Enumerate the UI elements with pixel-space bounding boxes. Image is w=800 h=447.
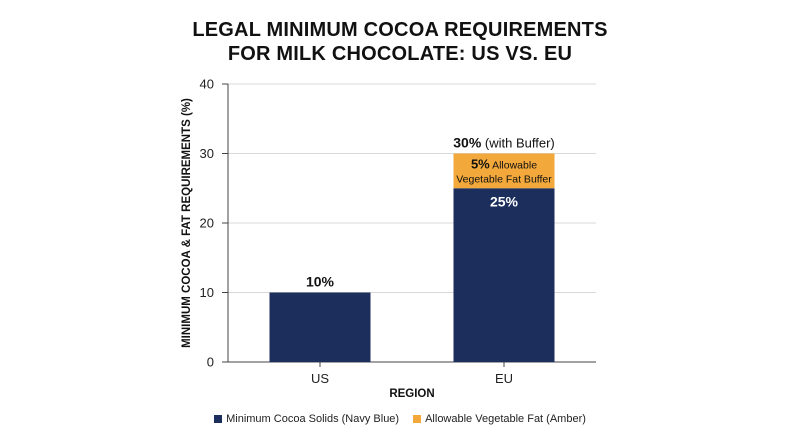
x-tick-label-us: US	[311, 371, 329, 386]
buffer-label-value: 5%	[471, 157, 490, 172]
y-axis-title: MINIMUM COCOA & FAT REQUIREMENTS (%)	[181, 98, 193, 348]
y-tick-label-0: 0	[207, 355, 214, 370]
legend-swatch-amber	[413, 415, 422, 423]
bar-us-series-0	[269, 292, 371, 362]
bar-label-eu-total: 30% (with Buffer)	[453, 135, 554, 151]
bar-label-eu-total-value: 30%	[453, 135, 482, 151]
legend-item-cocoa: Minimum Cocoa Solids (Navy Blue)	[214, 413, 399, 425]
legend: Minimum Cocoa Solids (Navy Blue) Allowab…	[0, 413, 800, 425]
buffer-label-text: Allowable	[490, 160, 537, 172]
chart-title-line1: LEGAL MINIMUM COCOA REQUIREMENTS	[192, 19, 608, 41]
bar-eu-series-1	[453, 153, 555, 189]
chart-title-line2: FOR MILK CHOCOLATE: US VS. EU	[227, 43, 573, 65]
y-tick-label-10: 10	[200, 285, 214, 300]
legend-label-cocoa: Minimum Cocoa Solids (Navy Blue)	[226, 413, 400, 425]
y-tick-label-40: 40	[200, 77, 214, 92]
bar-eu-series-0	[453, 188, 555, 362]
legend-swatch-navy	[214, 415, 223, 423]
chart-title: LEGAL MINIMUM COCOA REQUIREMENTS FOR MIL…	[0, 18, 800, 66]
buffer-label-line2: Vegetable Fat Buffer	[456, 173, 552, 185]
legend-label-vegfat: Allowable Vegetable Fat (Amber)	[425, 413, 586, 425]
bar-label-eu-total-note: (with Buffer)	[481, 136, 554, 151]
y-tick-label-30: 30	[200, 146, 214, 161]
buffer-label-line1: 5% Allowable	[471, 157, 537, 172]
y-tick-label-20: 20	[200, 216, 214, 231]
bar-label-us: 10%	[306, 274, 335, 290]
bar-inner-label-eu: 25%	[490, 193, 519, 209]
x-axis-title: REGION	[389, 388, 434, 400]
x-tick-label-eu: EU	[495, 371, 513, 386]
legend-item-vegfat: Allowable Vegetable Fat (Amber)	[413, 413, 586, 425]
